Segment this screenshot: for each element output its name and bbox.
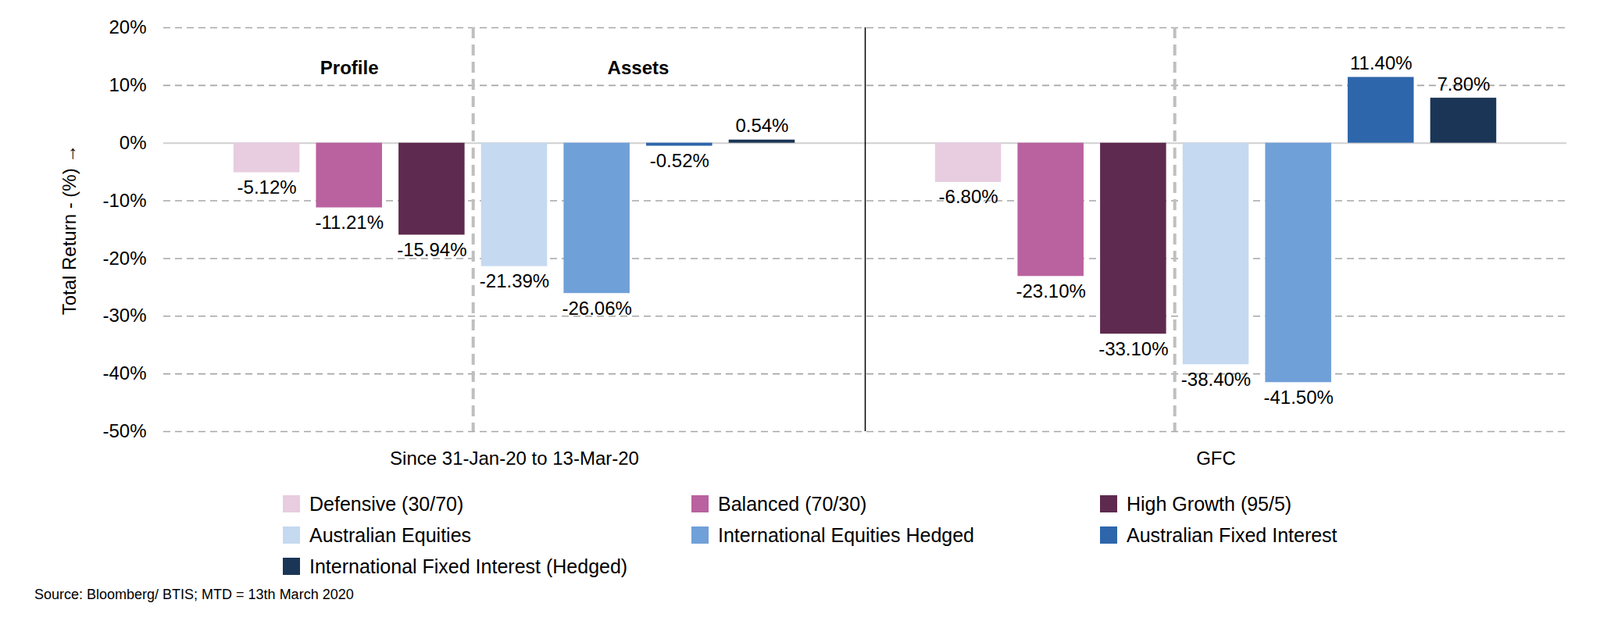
svg-text:-33.10%: -33.10% <box>1098 338 1168 360</box>
svg-text:-0.52%: -0.52% <box>650 150 710 172</box>
html-text:Balanced (70/30): Balanced (70/30) <box>717 492 867 515</box>
svg-text:-30%: -30% <box>102 304 147 326</box>
svg-text:0%: 0% <box>119 132 147 154</box>
svg-text:7.80%: 7.80% <box>1436 73 1490 95</box>
svg-text:-11.21%: -11.21% <box>314 211 384 233</box>
html-text:Australian Equities: Australian Equities <box>309 523 472 546</box>
svg-text:GFC: GFC <box>1196 447 1236 469</box>
svg-text:Assets: Assets <box>607 57 670 79</box>
svg-text:Since 31-Jan-20 to 13-Mar-20: Since 31-Jan-20 to 13-Mar-20 <box>389 447 640 469</box>
svg-text:-15.94%: -15.94% <box>396 239 467 261</box>
svg-text:-5.12%: -5.12% <box>237 176 297 198</box>
html-text:Defensive (30/70): Defensive (30/70) <box>309 492 464 515</box>
svg-text:11.40%: 11.40% <box>1350 52 1413 74</box>
svg-text:Profile: Profile <box>320 57 379 79</box>
svg-text:-41.50%: -41.50% <box>1263 386 1333 408</box>
svg-text:-21.39%: -21.39% <box>479 270 550 292</box>
html-text:Source: Bloomberg/ BTIS; MTD =: Source: Bloomberg/ BTIS; MTD = 13th Marc… <box>34 586 354 603</box>
html-text:International Fixed Interest (: International Fixed Interest (Hedged) <box>309 555 628 577</box>
svg-text:-26.06%: -26.06% <box>561 297 632 319</box>
svg-text:10%: 10% <box>108 74 147 96</box>
svg-text:-50%: -50% <box>102 420 147 442</box>
svg-text:-38.40%: -38.40% <box>1181 368 1251 390</box>
html-text:International Equities Hedged: International Equities Hedged <box>717 523 975 546</box>
svg-text:-20%: -20% <box>102 247 147 269</box>
svg-text:-6.80%: -6.80% <box>939 185 999 208</box>
svg-text:Total Return - (%) →: Total Return - (%) → <box>58 144 80 316</box>
svg-text:0.54%: 0.54% <box>735 114 789 136</box>
svg-text:20%: 20% <box>108 16 147 38</box>
svg-text:-10%: -10% <box>102 189 147 211</box>
svg-text:-23.10%: -23.10% <box>1016 280 1086 302</box>
svg-text:-40%: -40% <box>102 362 147 384</box>
html-text:Australian Fixed Interest: Australian Fixed Interest <box>1126 523 1338 546</box>
html-text:High Growth (95/5): High Growth (95/5) <box>1126 492 1292 515</box>
